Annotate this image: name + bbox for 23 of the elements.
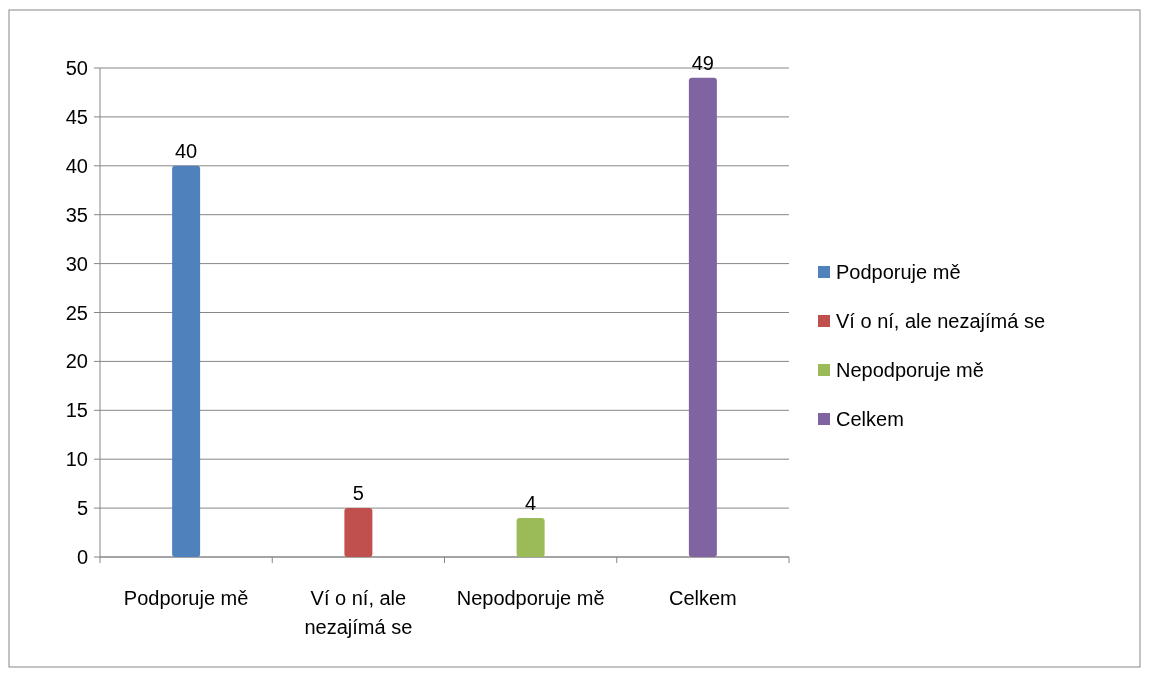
- y-tick-label: 10: [65, 448, 88, 471]
- y-tick-label: 30: [65, 252, 88, 275]
- legend-label: Celkem: [836, 408, 904, 430]
- legend-label: Nepodporuje mě: [836, 359, 984, 381]
- data-label: 4: [525, 491, 537, 514]
- data-label: 5: [352, 482, 364, 505]
- y-tick-label: 50: [65, 57, 88, 79]
- data-label: 40: [175, 139, 198, 162]
- x-tick-label: Podporuje mě: [123, 587, 249, 609]
- y-tick-label: 45: [65, 105, 88, 128]
- y-tick-label: 5: [76, 497, 88, 520]
- y-tick-label: 25: [65, 301, 88, 324]
- legend-label: Podporuje mě: [836, 261, 961, 283]
- y-tick-label: 35: [65, 203, 88, 226]
- data-label: 49: [691, 51, 714, 74]
- x-tick-label: Ví o ní, ale nezajímá se: [304, 587, 413, 638]
- y-tick-label: 0: [76, 546, 88, 568]
- legend-label: Ví o ní, ale nezajímá se: [836, 310, 1046, 332]
- y-tick-label: 40: [65, 154, 88, 177]
- x-tick-label: Nepodporuje mě: [456, 587, 605, 609]
- x-tick-label: Celkem: [668, 587, 737, 609]
- y-tick-label: 15: [65, 399, 88, 422]
- y-tick-label: 20: [65, 350, 88, 373]
